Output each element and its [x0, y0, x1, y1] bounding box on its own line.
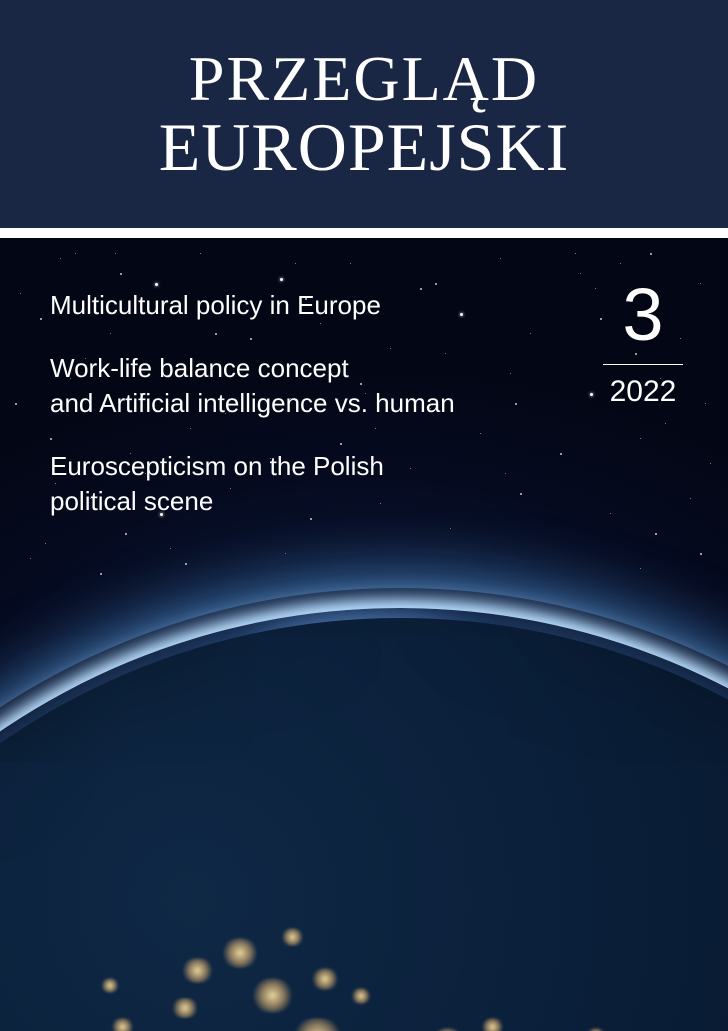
star: [435, 283, 437, 285]
star: [620, 263, 621, 264]
star: [280, 278, 283, 281]
header-band: PRZEGLĄD EUROPEJSKI: [0, 0, 728, 228]
star: [40, 318, 42, 320]
city-light-cluster: [220, 938, 260, 968]
earth-globe: [0, 618, 728, 1031]
star: [650, 253, 652, 255]
star: [700, 283, 701, 284]
star: [100, 573, 102, 575]
star: [60, 258, 61, 259]
star: [710, 463, 711, 464]
star: [500, 258, 501, 259]
star: [610, 513, 611, 514]
star: [655, 533, 657, 535]
city-light-cluster: [110, 1018, 135, 1031]
topic-2: Work-life balance conceptand Artificial …: [50, 351, 548, 421]
star: [665, 423, 666, 424]
star: [200, 253, 201, 254]
city-light-cluster: [250, 978, 295, 1013]
star: [690, 498, 691, 499]
issue-year: 2022: [603, 375, 683, 409]
star: [640, 438, 641, 439]
city-light-cluster: [480, 1018, 505, 1031]
issue-number: 3: [603, 278, 683, 352]
topics-list: Multicultural policy in Europe Work-life…: [50, 288, 548, 547]
city-light-cluster: [180, 958, 215, 983]
cover-image-area: Multicultural policy in Europe Work-life…: [0, 238, 728, 1031]
star: [45, 543, 46, 544]
city-light-cluster: [170, 998, 200, 1018]
star: [30, 558, 31, 559]
star: [15, 403, 17, 405]
star: [285, 553, 286, 554]
star: [560, 453, 562, 455]
topic-3: Euroscepticism on the Polishpolitical sc…: [50, 449, 548, 519]
star: [185, 563, 187, 565]
star: [580, 273, 581, 274]
topic-1: Multicultural policy in Europe: [50, 288, 548, 323]
star: [705, 403, 706, 404]
star: [350, 263, 351, 264]
city-light-cluster: [280, 928, 305, 946]
star: [75, 253, 76, 254]
star: [115, 253, 116, 254]
star: [640, 568, 641, 569]
issue-info: 3 2022: [603, 278, 683, 409]
journal-title: PRZEGLĄD EUROPEJSKI: [159, 45, 570, 184]
title-line-2: EUROPEJSKI: [159, 112, 570, 183]
city-lights: [0, 618, 728, 1031]
city-light-cluster: [290, 1018, 345, 1031]
star: [575, 253, 576, 254]
title-line-1: PRZEGLĄD: [159, 45, 570, 112]
star: [590, 393, 593, 396]
city-light-cluster: [350, 988, 372, 1004]
star: [295, 263, 296, 264]
star: [600, 318, 602, 320]
star: [20, 293, 21, 294]
issue-divider: [603, 364, 683, 365]
star: [155, 283, 158, 286]
city-light-cluster: [310, 968, 340, 990]
star: [170, 548, 171, 549]
star: [120, 273, 122, 275]
star: [700, 553, 702, 555]
header-divider: [0, 228, 728, 238]
city-light-cluster: [100, 978, 120, 993]
journal-cover: PRZEGLĄD EUROPEJSKI Multicultural policy…: [0, 0, 728, 1031]
star: [595, 288, 596, 289]
